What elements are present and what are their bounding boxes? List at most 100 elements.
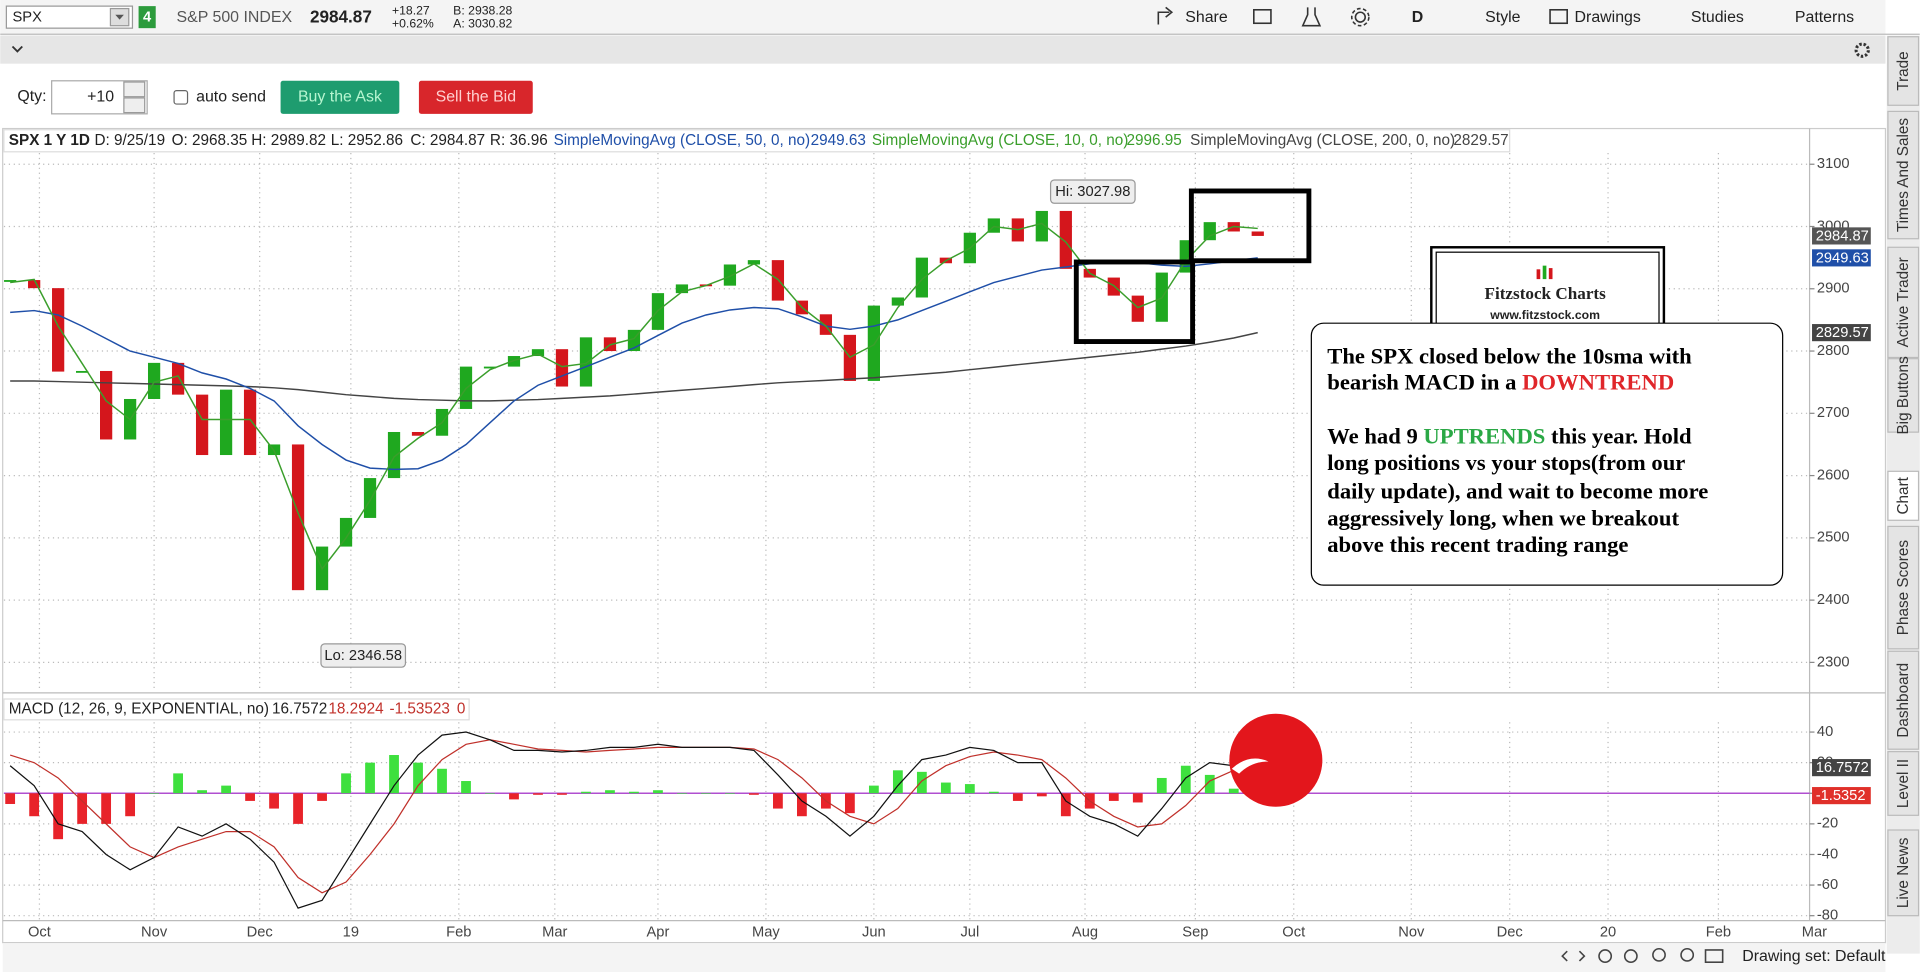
drawings-button[interactable]: Drawings (1575, 9, 1641, 26)
share-button[interactable]: Share (1185, 9, 1228, 26)
y-tick-label: 2300 (1817, 654, 1850, 670)
spin-down[interactable] (123, 97, 146, 114)
macd-badge (1812, 759, 1871, 777)
histogram-bar (5, 793, 16, 804)
ask: A: 3030.82 (453, 17, 512, 31)
histogram-bar (269, 793, 279, 809)
side-tab-label: Active Trader (1895, 257, 1912, 347)
price-badge-label: 2829.57 (1816, 325, 1869, 341)
qty-value: +10 (87, 89, 114, 106)
side-tab-label: Live News (1895, 837, 1912, 908)
candle (363, 478, 377, 518)
macd-last: 16.7572 (272, 700, 327, 717)
chart-header: SPX 1 Y 1D D: 9/25/19 O: 2968.35 H: 2989… (3, 129, 1511, 721)
macd-badge (1812, 787, 1871, 805)
annotation-box[interactable] (1310, 322, 1784, 586)
side-tab[interactable] (1887, 829, 1920, 917)
marker-circle[interactable] (1229, 713, 1323, 807)
histogram-bar (365, 762, 375, 794)
price-badge (1812, 324, 1871, 342)
price-badge-label: 2949.63 (1816, 250, 1869, 266)
header-range: R: 36.96 (490, 132, 548, 149)
sma50-last: 2949.63 (811, 132, 866, 149)
sma-line (10, 331, 1258, 402)
histogram-bar (797, 793, 807, 817)
spin-up[interactable] (123, 81, 146, 98)
candle (4, 280, 17, 282)
y-tick-label: -20 (1817, 816, 1838, 832)
annotation-line: The SPX closed below the 10sma with (1327, 344, 1692, 369)
candle (291, 444, 305, 591)
range-box[interactable] (1073, 259, 1196, 344)
annotation-text: this year. Hold (1545, 423, 1692, 448)
badge[interactable] (138, 6, 156, 29)
candle (891, 297, 904, 306)
histogram-bar (533, 793, 543, 795)
histogram-bar (581, 791, 591, 794)
header-high: H: 2989.82 (251, 132, 326, 149)
y-tick-label: -40 (1817, 846, 1838, 862)
settings[interactable] (1854, 42, 1870, 58)
candle (867, 305, 880, 381)
histogram-bar (677, 793, 687, 794)
side-tab[interactable] (1887, 470, 1920, 521)
candle (1203, 222, 1216, 241)
range-box[interactable] (1188, 188, 1312, 264)
side-tab[interactable] (1887, 36, 1920, 106)
histogram-bar (485, 793, 495, 794)
side-tab[interactable] (1887, 110, 1920, 240)
annotation-text: DOWNTREND (1522, 370, 1674, 395)
candle (243, 389, 257, 456)
auto-send-label: auto send (196, 89, 266, 106)
x-tick-label: Jun (862, 925, 886, 941)
histogram-bar (77, 793, 88, 824)
patterns-button[interactable]: Patterns (1795, 9, 1854, 26)
period-button[interactable]: D (1412, 9, 1424, 26)
histogram-bar (988, 791, 999, 794)
histogram-bar (245, 793, 255, 801)
header-date: D: 9/25/19 (95, 132, 166, 149)
buy-button[interactable] (280, 80, 400, 114)
candle (1251, 231, 1264, 236)
histogram-bar (725, 793, 735, 794)
histogram-bar (916, 771, 927, 794)
collapse[interactable] (11, 45, 23, 53)
annotation-text: long positions vs your stops(from our (1327, 450, 1685, 475)
candle (76, 370, 89, 373)
side-tab-label: Chart (1895, 476, 1912, 514)
histogram-bar (149, 793, 160, 794)
footer (2, 943, 1886, 972)
histogram-bar (413, 762, 423, 794)
side-tab[interactable] (1887, 650, 1920, 750)
drawing-set: Drawing set: Default (1742, 948, 1886, 965)
style-button[interactable]: Style (1485, 9, 1521, 26)
candle (1035, 210, 1048, 242)
side-tab[interactable] (1887, 246, 1920, 359)
candle (219, 389, 233, 456)
annotation-line: bearish MACD in a DOWNTREND (1327, 370, 1674, 395)
sell-button[interactable] (418, 80, 533, 114)
side-tab[interactable] (1887, 525, 1920, 650)
candle (915, 257, 928, 298)
side-tab[interactable] (1887, 358, 1920, 433)
sma-line (10, 222, 1258, 571)
price-badge-label: 2984.87 (1816, 228, 1869, 244)
macd-badge-label: -1.5352 (1816, 788, 1866, 804)
histogram-bar (53, 793, 64, 840)
toolbar-icons (1157, 6, 1568, 27)
dropdown-arrow (115, 14, 124, 20)
histogram-bar (701, 793, 711, 794)
buy-label: Buy the Ask (298, 89, 382, 106)
symbol-input[interactable] (5, 5, 134, 29)
auto-send-checkbox[interactable] (173, 89, 189, 105)
candle (747, 260, 761, 265)
candle (387, 431, 401, 479)
side-tab[interactable] (1887, 751, 1920, 816)
studies-button[interactable]: Studies (1691, 9, 1744, 26)
x-tick-label: Nov (141, 925, 168, 941)
histogram-bar (653, 790, 663, 794)
sma200-name: SimpleMovingAvg (CLOSE, 200, 0, no) (1190, 132, 1455, 149)
histogram-bar (557, 793, 567, 795)
change-pct: +0.62% (392, 17, 434, 31)
bid: B: 2938.28 (453, 3, 512, 17)
